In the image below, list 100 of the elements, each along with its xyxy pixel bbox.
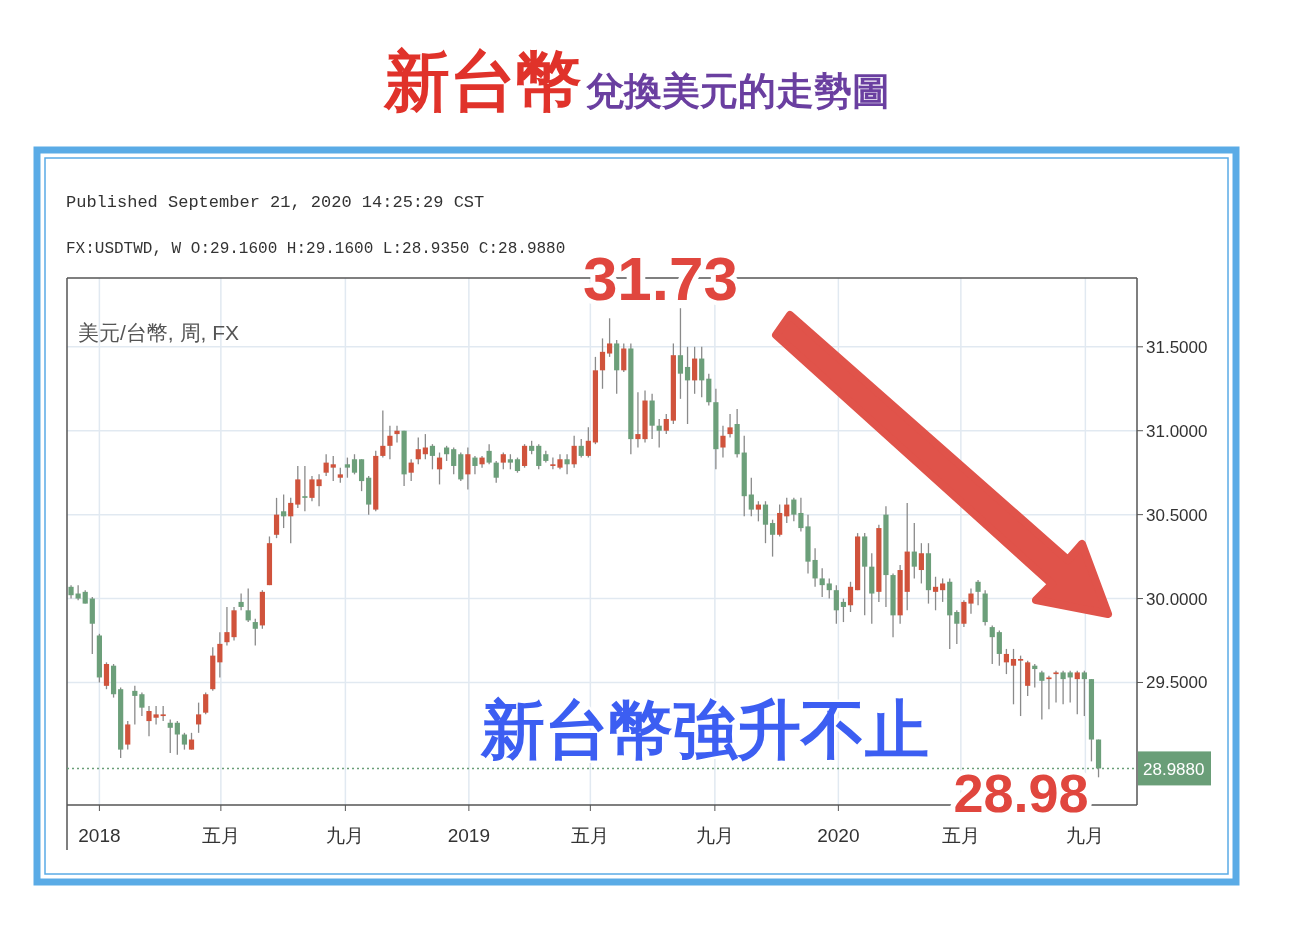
candlestick	[755, 500, 761, 523]
candlestick	[75, 584, 81, 601]
candlestick	[932, 576, 939, 611]
chart-subtitle: 兌換美元的走勢圖	[586, 70, 890, 112]
candlestick	[578, 438, 584, 459]
candlestick	[486, 443, 492, 465]
candlestick	[451, 446, 457, 476]
candlestick	[493, 460, 499, 484]
x-tick-label: 2019	[447, 825, 491, 846]
candlestick	[174, 720, 180, 756]
candlestick	[196, 701, 202, 734]
x-tick-label: 2020	[817, 825, 860, 846]
candlestick	[139, 691, 145, 717]
candlestick	[571, 435, 577, 469]
candlestick	[968, 587, 974, 615]
candlestick	[1081, 670, 1087, 717]
candlestick	[663, 413, 669, 435]
candlestick	[344, 456, 351, 479]
candlestick	[252, 618, 258, 647]
candlestick	[1039, 670, 1045, 721]
candlestick	[656, 418, 662, 449]
chart-title: 新台幣	[383, 44, 582, 118]
y-tick-label: 31.5000	[1146, 337, 1208, 357]
candlestick	[1074, 670, 1080, 716]
annotation: 美元/台幣, 周, FX	[78, 321, 240, 344]
candlestick	[918, 542, 924, 585]
x-tick-label: 五月	[571, 825, 610, 846]
candlestick	[1025, 660, 1031, 697]
candlestick	[961, 599, 967, 628]
x-tick-label: 五月	[941, 825, 980, 846]
candlestick	[727, 413, 733, 439]
candlestick	[415, 436, 421, 465]
candlestick	[1010, 648, 1017, 705]
candlestick	[394, 425, 400, 444]
candlestick	[684, 346, 691, 425]
candlestick	[132, 685, 138, 726]
candlestick	[436, 451, 443, 486]
candlestick	[599, 337, 606, 390]
candlestick	[323, 453, 329, 477]
y-tick-label: 31.0000	[1146, 421, 1208, 441]
candlestick	[302, 465, 308, 512]
x-tick-label: 九月	[695, 825, 734, 846]
candlestick	[103, 661, 110, 690]
candlestick	[989, 624, 995, 665]
x-tick-label: 九月	[326, 825, 365, 846]
candlestick	[238, 592, 244, 611]
candlestick	[606, 317, 613, 358]
candlestick	[769, 519, 776, 558]
candlestick	[762, 500, 769, 544]
candlestick	[748, 477, 754, 517]
annotation: 新台幣強升不止	[480, 694, 929, 766]
candlestick	[203, 691, 209, 716]
candlestick	[330, 455, 336, 482]
candlestick	[408, 458, 414, 482]
x-tick-label: 五月	[201, 825, 240, 846]
candlestick	[521, 443, 528, 469]
candlestick	[585, 426, 591, 459]
text: Published September 21, 2020 14:25:29 CST	[66, 193, 485, 212]
text: FX:USDTWD, W O:29.1600 H:29.1600 L:28.9350 C:28.9880	[66, 240, 566, 258]
y-tick-label: 30.5000	[1146, 505, 1208, 525]
candlestick	[536, 443, 542, 470]
candlestick	[387, 425, 393, 460]
candlestick	[125, 720, 131, 751]
candlestick	[167, 718, 173, 754]
candlestick	[281, 493, 287, 529]
candlestick	[784, 497, 790, 524]
candlestick	[288, 497, 294, 544]
candlestick	[1067, 670, 1073, 704]
candlestick	[677, 307, 684, 400]
candlestick	[819, 567, 825, 598]
candlestick	[273, 497, 280, 539]
candlestick	[621, 342, 627, 373]
candlestick	[840, 597, 847, 623]
candlestick	[245, 587, 251, 623]
candlestick	[911, 522, 917, 580]
candlestick	[1060, 670, 1066, 705]
candlestick	[380, 409, 386, 459]
candlestick	[1003, 648, 1010, 675]
ref-line-label: 28.9880	[1143, 760, 1205, 780]
candlestick	[429, 443, 436, 470]
candlestick	[826, 577, 832, 600]
candlestick	[358, 458, 365, 492]
candlestick	[833, 584, 839, 625]
candlestick	[699, 346, 705, 398]
candlestick	[975, 579, 981, 606]
candlestick	[465, 446, 471, 491]
candlestick	[954, 609, 960, 645]
candlestick	[1046, 675, 1052, 710]
candlestick	[564, 453, 570, 476]
y-tick-label: 30.0000	[1146, 589, 1208, 609]
candlestick	[472, 455, 478, 476]
candlestick	[791, 497, 797, 523]
candlestick	[777, 503, 783, 538]
candlestick	[351, 453, 358, 476]
x-tick-label: 2018	[78, 825, 121, 846]
candlestick	[692, 346, 698, 395]
x-tick-label: 九月	[1066, 825, 1105, 846]
candlestick	[847, 581, 854, 613]
candlestick	[1053, 670, 1059, 704]
y-tick-label: 29.5000	[1146, 673, 1208, 693]
